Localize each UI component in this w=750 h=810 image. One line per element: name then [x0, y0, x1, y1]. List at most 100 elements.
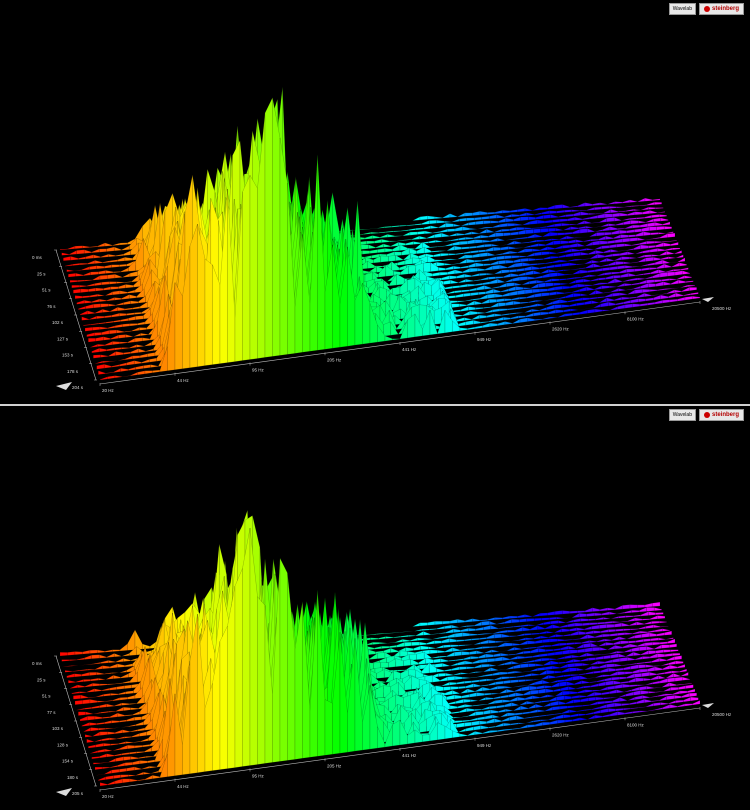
- surface-cell: [128, 344, 137, 349]
- surface-cell: [570, 268, 579, 271]
- surface-cell: [632, 710, 641, 714]
- surface-cell: [584, 665, 592, 671]
- surface-cell: [533, 679, 541, 681]
- surface-cell: [459, 303, 467, 308]
- surface-cell: [122, 323, 131, 328]
- surface-cell: [515, 247, 524, 249]
- z-tick-label: 153 s: [62, 353, 74, 358]
- surface-cell: [71, 691, 80, 695]
- surface-cell: [654, 666, 663, 672]
- surface-cell: [90, 727, 99, 732]
- surface-cell: [562, 204, 571, 209]
- surface-cell: [537, 303, 546, 307]
- surface-cell: [529, 239, 537, 243]
- surface-cell: [454, 226, 463, 232]
- surface-cell: [476, 244, 485, 249]
- surface-cell: [431, 655, 440, 659]
- surface-cell: [529, 685, 537, 691]
- surface-cell: [514, 646, 522, 651]
- surface-cell: [499, 308, 508, 312]
- surface-cell: [486, 273, 495, 276]
- surface-cell: [497, 642, 506, 648]
- surface-cell: [579, 286, 587, 292]
- surface-cell: [569, 262, 577, 266]
- surface-cell: [63, 665, 72, 668]
- surface-cell: [490, 667, 499, 672]
- surface-cell: [501, 717, 510, 722]
- surface-cell: [591, 221, 600, 224]
- surface-cell: [639, 646, 647, 652]
- surface-cell: [490, 625, 499, 630]
- surface-cell: [608, 708, 616, 713]
- surface-cell: [383, 243, 391, 248]
- surface-cell: [539, 612, 548, 617]
- surface-cell: [487, 293, 496, 299]
- surface-cell: [466, 300, 475, 307]
- surface-cell: [132, 760, 141, 766]
- surface-cell: [657, 248, 666, 252]
- surface-cell: [681, 287, 690, 293]
- surface-cell: [647, 262, 656, 266]
- surface-cell: [684, 703, 693, 707]
- surface-cell: [564, 639, 573, 641]
- surface-cell: [672, 247, 681, 251]
- surface-cell: [610, 209, 619, 214]
- surface-cell: [119, 643, 128, 652]
- surface-cell: [468, 711, 476, 717]
- surface-cell: [629, 237, 638, 242]
- surface-cell: [475, 711, 484, 716]
- surface-cell: [115, 302, 124, 306]
- surface-cell: [501, 228, 510, 232]
- waterfall-surface: [59, 510, 701, 787]
- surface-cell: [449, 662, 458, 667]
- surface-cell: [640, 206, 649, 211]
- brand-logo: steinberg: [698, 3, 744, 15]
- surface-cell: [638, 257, 646, 263]
- x-tick-label: 441 Hz: [402, 347, 417, 352]
- surface-cell: [77, 279, 86, 283]
- surface-cell: [590, 278, 599, 282]
- surface-cell: [381, 645, 390, 649]
- surface-cell: [664, 693, 673, 696]
- surface-cell: [482, 646, 491, 649]
- surface-cell: [590, 239, 599, 242]
- surface-cell: [465, 683, 474, 689]
- surface-cell: [483, 220, 491, 225]
- surface-cell: [579, 309, 588, 315]
- surface-cell: [540, 674, 549, 680]
- z-tick-label: 25 s: [37, 271, 46, 276]
- surface-cell: [649, 210, 658, 214]
- surface-cell: [460, 265, 469, 269]
- surface-cell: [613, 680, 621, 685]
- surface-cell: [474, 325, 483, 330]
- surface-cell: [107, 780, 116, 786]
- surface-cell: [462, 632, 471, 637]
- surface-cell: [473, 320, 481, 325]
- surface-cell: [132, 306, 141, 310]
- surface-cell: [400, 635, 409, 638]
- surface-cell: [479, 619, 488, 622]
- z-tick-label: 51 s: [42, 694, 51, 699]
- surface-cell: [523, 690, 531, 696]
- surface-cell: [674, 655, 682, 661]
- surface-cell: [461, 651, 470, 656]
- surface-cell: [456, 681, 465, 685]
- surface-cell: [142, 643, 151, 650]
- surface-cell: [586, 652, 595, 657]
- surface-cell: [620, 680, 629, 684]
- surface-cell: [242, 175, 251, 361]
- surface-cell: [604, 253, 613, 258]
- surface-cell: [523, 287, 531, 290]
- surface-cell: [494, 253, 503, 256]
- surface-cell: [631, 282, 640, 286]
- surface-cell: [476, 692, 485, 697]
- surface-cell: [86, 332, 95, 337]
- surface-cell: [552, 624, 561, 629]
- surface-cell: [109, 765, 118, 769]
- surface-cell: [534, 212, 542, 216]
- surface-cell: [565, 699, 574, 705]
- surface-cell: [541, 210, 550, 215]
- surface-cell: [581, 274, 590, 279]
- surface-cell: [658, 637, 666, 641]
- surface-cell: [61, 252, 70, 256]
